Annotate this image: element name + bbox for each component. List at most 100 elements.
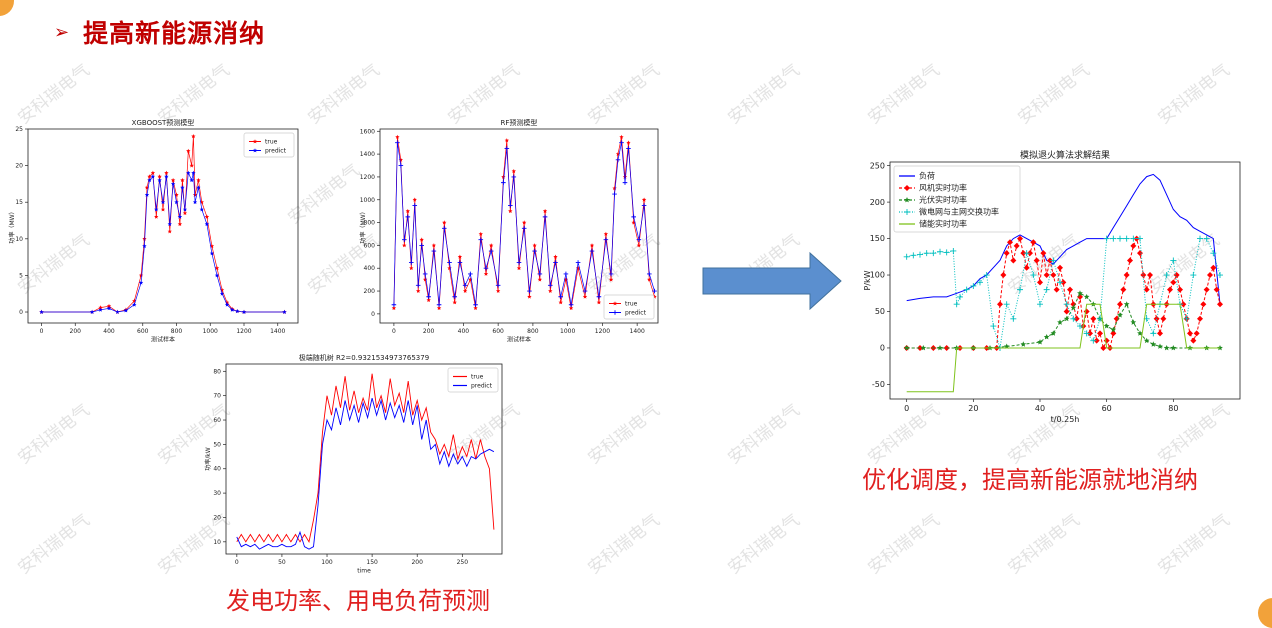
data-point	[214, 273, 220, 278]
x-tick-label: 250	[457, 559, 469, 566]
data-point	[473, 305, 478, 310]
data-point	[619, 134, 624, 139]
legend: true predict	[243, 132, 295, 158]
x-tick-label: 40	[1035, 404, 1045, 413]
x-tick-label: 1000	[560, 328, 575, 335]
data-point	[537, 271, 543, 277]
data-point	[495, 283, 501, 288]
data-point	[395, 140, 400, 145]
data-point	[516, 265, 522, 271]
y-tick-label: 70	[213, 393, 221, 400]
data-point	[1183, 315, 1190, 322]
watermark-text: 安科瑞电气	[14, 400, 94, 469]
data-point	[415, 283, 421, 288]
data-point	[1043, 286, 1050, 293]
rf-chart: RF预测模型 0 200 400 600 800 1000 1200 1400 0 200 400 60…	[358, 116, 668, 344]
data-point	[511, 168, 516, 174]
data-point	[622, 180, 628, 185]
data-point	[522, 220, 527, 225]
data-point	[457, 260, 463, 265]
x-axis-label: t/0.25h	[1051, 415, 1080, 424]
data-point	[1037, 301, 1043, 308]
plot-frame	[379, 128, 659, 324]
data-point	[1077, 323, 1083, 330]
data-point	[1117, 301, 1123, 308]
y-tick-label: 20	[15, 163, 23, 170]
data-point	[622, 174, 628, 179]
data-point	[1097, 330, 1103, 337]
data-point	[154, 207, 159, 212]
data-point	[1073, 315, 1080, 322]
data-point	[489, 243, 494, 248]
data-point	[1160, 315, 1167, 322]
data-point	[106, 303, 112, 308]
data-point	[1060, 279, 1067, 286]
data-point	[983, 272, 990, 279]
legend-label: 光伏实时功率	[919, 195, 967, 205]
data-point	[1130, 242, 1137, 249]
legend-label: true	[265, 139, 278, 146]
data-point	[508, 203, 513, 208]
y-tick-label: 200	[364, 288, 376, 295]
data-point	[521, 225, 527, 231]
data-point	[548, 288, 553, 293]
data-point	[463, 288, 468, 293]
data-point	[608, 277, 614, 282]
data-point	[157, 174, 162, 179]
data-point	[412, 203, 418, 208]
data-point	[1217, 301, 1223, 308]
data-point	[904, 185, 910, 191]
data-point	[950, 247, 957, 254]
data-point	[1110, 235, 1117, 242]
data-point	[150, 174, 156, 179]
data-point	[431, 248, 437, 254]
data-point	[542, 214, 548, 220]
x-tick-label: 1200	[595, 328, 610, 335]
data-point	[1143, 286, 1150, 293]
data-point	[164, 170, 169, 175]
data-point	[903, 253, 910, 260]
data-point	[970, 282, 977, 289]
data-point	[1197, 235, 1203, 242]
data-point	[636, 243, 642, 248]
data-point	[441, 225, 447, 231]
y-tick-label: 150	[870, 234, 885, 243]
data-point	[177, 221, 183, 226]
data-point	[106, 306, 112, 311]
data-point	[612, 186, 617, 191]
data-point	[1007, 239, 1013, 246]
data-point	[1043, 272, 1050, 279]
data-point	[1117, 235, 1123, 242]
data-point	[1100, 344, 1107, 351]
data-point	[1037, 339, 1043, 345]
data-point	[252, 148, 258, 153]
data-point	[612, 301, 618, 306]
data-point	[1027, 250, 1033, 257]
watermark-text: 安科瑞电气	[1154, 510, 1234, 579]
data-point	[160, 199, 166, 205]
data-point	[174, 199, 179, 205]
data-point	[1177, 286, 1183, 293]
data-point	[483, 271, 489, 276]
x-tick-label: 1400	[270, 328, 285, 335]
data-point	[224, 300, 230, 305]
x-tick-label: 0	[904, 404, 909, 413]
data-point	[1103, 235, 1110, 242]
y-tick-label: 0	[371, 311, 375, 318]
data-point	[123, 308, 129, 313]
y-tick-label: 600	[364, 242, 376, 249]
data-point	[652, 288, 657, 294]
data-point	[209, 243, 215, 248]
data-point	[589, 248, 595, 254]
data-point	[405, 214, 411, 220]
data-point	[575, 260, 581, 265]
data-point	[1110, 330, 1117, 337]
x-axis-label: 测试样本	[507, 336, 531, 344]
data-point	[904, 197, 910, 203]
y-axis-label: P/kW	[863, 270, 872, 290]
plot-frame	[889, 161, 1241, 400]
chart-title: 极端随机树 R2=0.9321534973765379	[299, 353, 429, 362]
x-tick-label: 100	[321, 559, 333, 566]
data-point	[1197, 315, 1203, 322]
data-point	[1030, 239, 1037, 246]
